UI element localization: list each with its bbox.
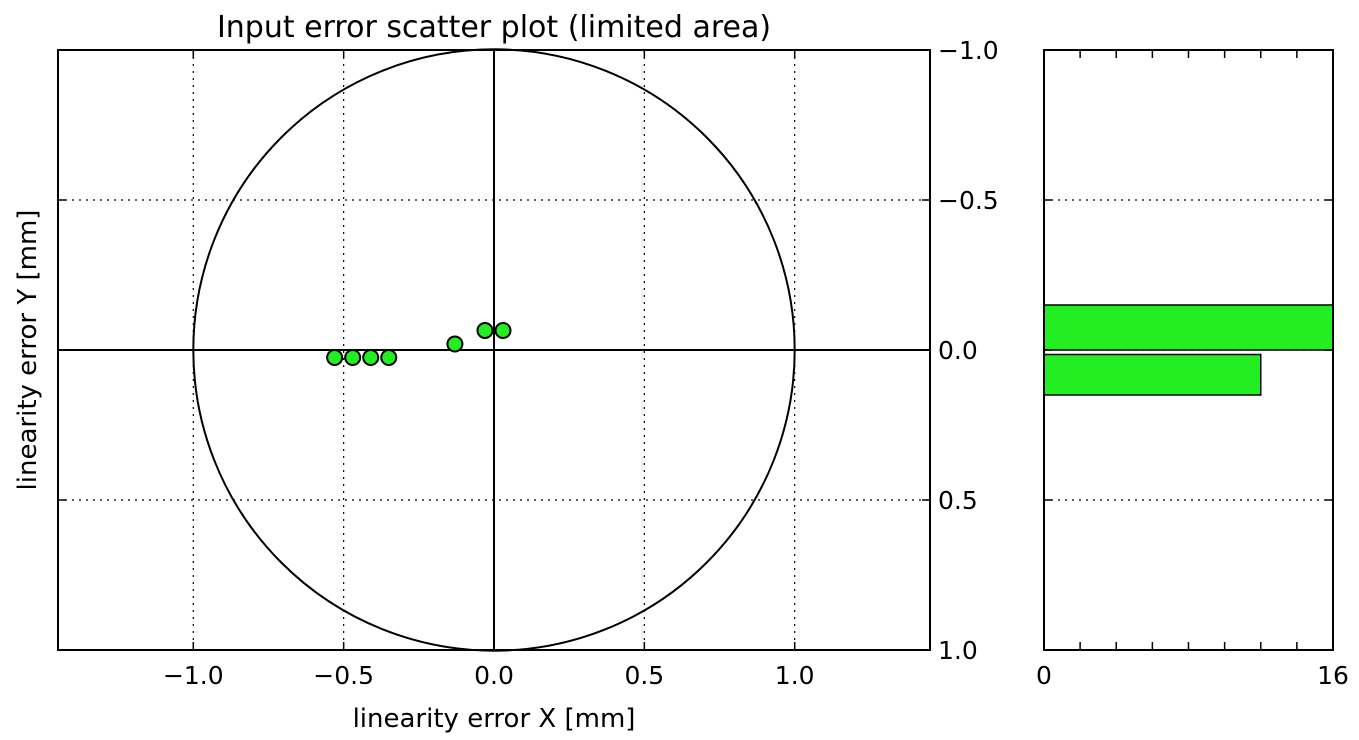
- histogram-x-tick-label: 16: [1317, 661, 1349, 690]
- x-tick-label: 1.0: [775, 661, 815, 690]
- x-axis-label: linearity error X [mm]: [353, 704, 636, 734]
- scatter-point: [344, 349, 362, 366]
- y-tick-label: −1.0: [938, 36, 999, 65]
- y-tick-label: 0.0: [938, 336, 978, 365]
- scatter-point: [380, 349, 398, 366]
- histogram-ticks: 0 16: [1036, 49, 1349, 690]
- x-tick-label: −0.5: [313, 661, 374, 690]
- y-tick-label: −0.5: [938, 186, 999, 215]
- scatter-point: [494, 322, 512, 339]
- x-tick-label: 0.5: [624, 661, 664, 690]
- scatter-ticks: −1.0 −0.5 0.0 0.5 1.0 −1.0 −0.5 0.0 0.5 1.0: [58, 36, 999, 690]
- scatter-point: [476, 322, 494, 339]
- y-tick-label: 1.0: [938, 636, 978, 665]
- scatter-gridlines: [58, 50, 930, 650]
- histogram-bar: [1043, 304, 1334, 351]
- scatter-point: [362, 349, 380, 366]
- scatter-panel: −1.0 −0.5 0.0 0.5 1.0 −1.0 −0.5 0.0 0.5 1.0 Input…: [13, 10, 999, 734]
- histogram-bar: [1043, 353, 1262, 396]
- scatter-reference-lines: [58, 50, 930, 650]
- y-axis-label: linearity error Y [mm]: [13, 210, 43, 491]
- scatter-points: [326, 322, 512, 366]
- x-tick-label: 0.0: [474, 661, 514, 690]
- x-tick-label: −1.0: [163, 661, 224, 690]
- histogram-bars: [1043, 304, 1334, 396]
- histogram-panel: 0 16: [1036, 49, 1349, 690]
- histogram-x-tick-label: 0: [1036, 661, 1052, 690]
- scatter-point: [446, 335, 464, 353]
- scatter-point: [326, 349, 344, 366]
- chart-title: Input error scatter plot (limited area): [217, 10, 771, 45]
- y-tick-label: 0.5: [938, 486, 978, 515]
